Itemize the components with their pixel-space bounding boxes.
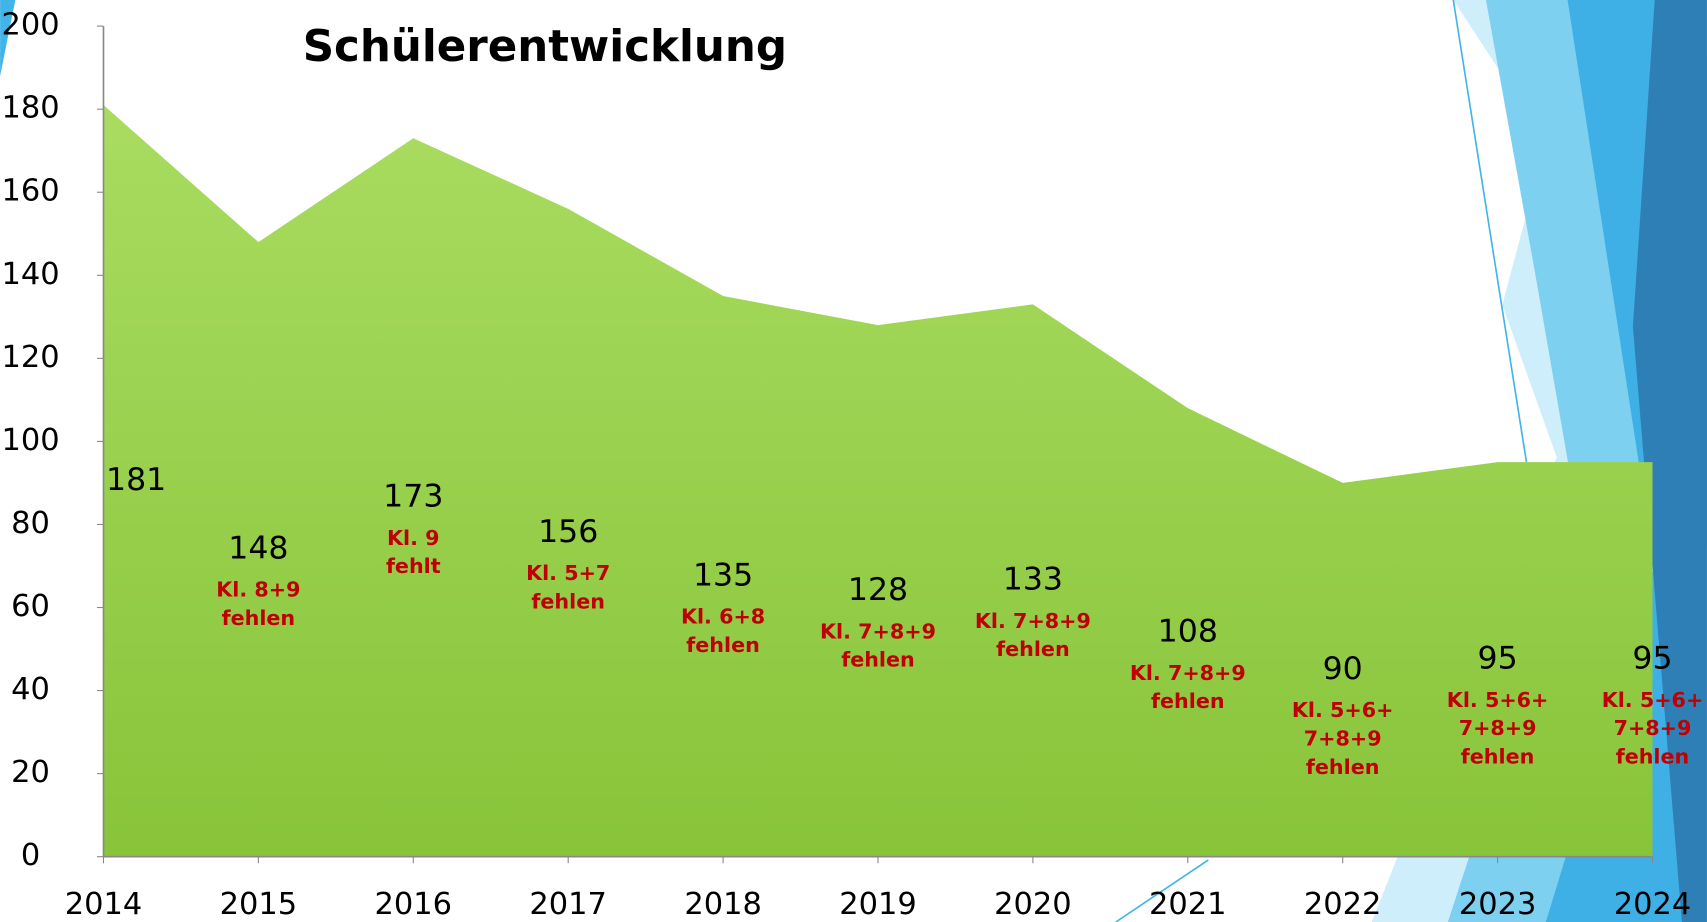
annotation: Kl. 6+8 <box>681 605 765 629</box>
x-tick-label: 2020 <box>994 887 1072 922</box>
x-tick-label: 2021 <box>1149 887 1227 922</box>
data-label: 181 <box>106 462 166 498</box>
y-tick-label: 180 <box>1 91 59 126</box>
annotation: Kl. 8+9 <box>216 578 300 602</box>
annotation: fehlen <box>1616 744 1690 768</box>
annotation: fehlen <box>1306 755 1380 779</box>
annotation: fehlen <box>222 606 296 630</box>
x-tick-label: 2023 <box>1459 887 1537 922</box>
annotation: Kl. 5+6+ <box>1292 698 1394 722</box>
data-label: 156 <box>538 514 598 550</box>
annotation: 7+8+9 <box>1459 716 1537 740</box>
data-label: 90 <box>1323 651 1363 687</box>
data-label: 148 <box>228 530 288 566</box>
data-label: 108 <box>1158 613 1218 649</box>
y-tick-label: 200 <box>1 8 59 43</box>
annotation: Kl. 7+8+9 <box>820 619 936 643</box>
annotation: 7+8+9 <box>1304 726 1382 750</box>
x-tick-label: 2014 <box>65 887 143 922</box>
annotation: Kl. 9 <box>387 526 440 550</box>
y-tick-label: 0 <box>21 838 40 873</box>
annotation: fehlen <box>1151 689 1225 713</box>
y-tick-label: 160 <box>1 174 59 209</box>
x-tick-label: 2022 <box>1304 887 1382 922</box>
data-label: 135 <box>693 557 753 593</box>
x-tick-label: 2024 <box>1614 887 1692 922</box>
data-label: 128 <box>848 572 908 608</box>
data-label: 95 <box>1478 640 1518 676</box>
annotation: 7+8+9 <box>1614 716 1692 740</box>
x-tick-label: 2015 <box>220 887 298 922</box>
annotation: Kl. 7+8+9 <box>975 609 1091 633</box>
chart-title: Schülerentwicklung <box>303 22 787 72</box>
x-tick-label: 2017 <box>529 887 607 922</box>
data-label: 95 <box>1632 640 1672 676</box>
annotation: fehlen <box>531 589 605 613</box>
y-tick-label: 100 <box>1 423 59 458</box>
y-tick-label: 80 <box>11 506 50 541</box>
annotation: Kl. 5+6+ <box>1602 688 1704 712</box>
data-label: 173 <box>383 478 443 514</box>
annotation: fehlt <box>386 554 441 578</box>
annotation: fehlen <box>841 648 915 672</box>
annotation: fehlen <box>996 637 1070 661</box>
y-tick-label: 120 <box>1 340 59 375</box>
x-tick-label: 2019 <box>839 887 917 922</box>
x-tick-label: 2016 <box>375 887 453 922</box>
x-tick-label: 2018 <box>684 887 762 922</box>
area <box>103 105 1653 857</box>
y-tick-label: 140 <box>1 257 59 292</box>
annotation: Kl. 5+6+ <box>1447 688 1549 712</box>
annotation: fehlen <box>686 633 760 657</box>
annotation: fehlen <box>1461 744 1535 768</box>
y-tick-label: 40 <box>11 672 50 707</box>
annotation: Kl. 5+7 <box>526 561 610 585</box>
y-tick-label: 60 <box>11 589 50 624</box>
annotation: Kl. 7+8+9 <box>1130 661 1246 685</box>
y-tick-label: 20 <box>11 755 50 790</box>
data-label: 133 <box>1003 562 1063 598</box>
